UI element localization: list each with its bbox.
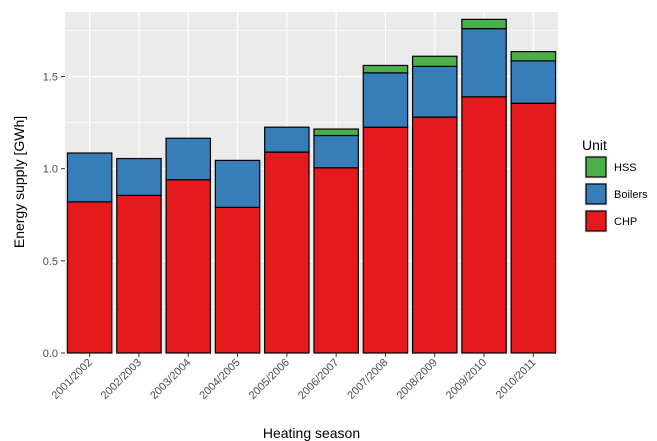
legend-swatch-boilers [585, 183, 607, 205]
bar-hss [461, 18, 507, 30]
y-tick-label: 1.0 [43, 164, 58, 176]
bar-boilers [165, 137, 212, 181]
bar-hss [411, 55, 458, 67]
bar-boilers [313, 134, 359, 169]
legend: Unit HSS Boilers CHP [582, 137, 648, 233]
legend-swatch-hss [585, 156, 607, 178]
x-tick-label: 2008/2009 [395, 357, 440, 402]
bar-chp [116, 194, 162, 354]
x-tick-label: 2005/2006 [247, 357, 292, 402]
bar-chp [264, 151, 310, 354]
legend-label-hss: HSS [614, 162, 637, 174]
y-tick-label: 1.5 [43, 72, 58, 84]
legend-label-chp: CHP [614, 216, 637, 228]
bar-boilers [214, 159, 261, 208]
y-axis-label: Energy supply [GWh] [11, 116, 27, 248]
y-tick-label: 0.0 [43, 348, 58, 360]
bar-hss [510, 51, 557, 62]
bar-boilers [66, 152, 113, 203]
bar-boilers [461, 27, 507, 98]
bar-boilers [362, 72, 409, 128]
bar-hss [313, 128, 359, 137]
bar-chp [362, 126, 409, 354]
x-tick-label: 2004/2005 [197, 357, 242, 402]
x-tick-label: 2009/2010 [444, 357, 489, 402]
x-tick-label: 2001/2002 [50, 357, 95, 402]
legend-swatch-chp [585, 210, 607, 232]
x-tick-label: 2010/2011 [494, 357, 539, 402]
bar-boilers [116, 157, 162, 197]
bar-chp [510, 102, 557, 354]
bar-chp [411, 116, 458, 354]
y-tick-label: 0.5 [43, 256, 58, 268]
bar-boilers [411, 65, 458, 118]
legend-title: Unit [582, 137, 607, 153]
x-tick-label: 2006/2007 [296, 357, 341, 402]
x-tick-label: 2002/2003 [99, 357, 144, 402]
bar-boilers [510, 60, 557, 104]
bar-hss [362, 64, 409, 74]
bar-chp [461, 96, 507, 354]
bar-chp [214, 206, 261, 354]
y-axis: 0.0 0.5 1.0 1.5 [43, 72, 65, 360]
x-tick-label: 2007/2008 [345, 357, 390, 402]
x-axis: 2001/2002 2002/2003 2003/2004 2004/2005 2005… [50, 353, 539, 402]
x-tick-label: 2003/2004 [148, 357, 193, 402]
bars [66, 18, 557, 354]
bar-chp [313, 167, 359, 354]
bar-chp [165, 179, 212, 354]
bar-chp [66, 201, 113, 354]
legend-label-boilers: Boilers [614, 189, 648, 201]
bar-boilers [264, 126, 310, 153]
x-axis-label: Heating season [263, 425, 360, 441]
